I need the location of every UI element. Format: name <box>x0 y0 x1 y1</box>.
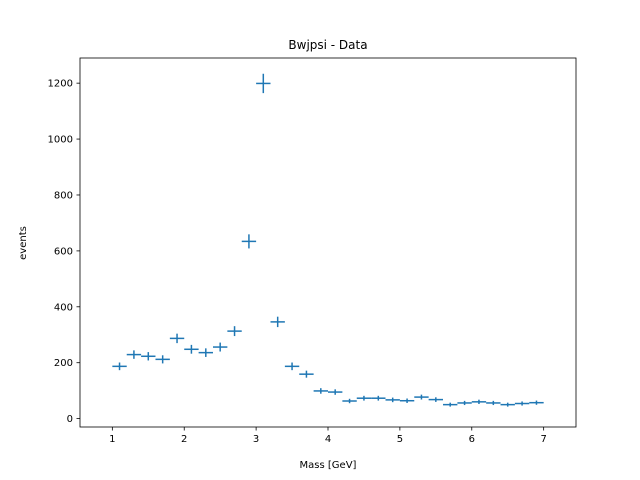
data-point <box>457 400 472 406</box>
y-tick-label: 600 <box>54 246 73 257</box>
data-point <box>471 399 487 405</box>
data-point <box>428 397 444 402</box>
data-point <box>443 402 458 407</box>
x-tick-label: 3 <box>253 434 259 445</box>
x-tick-label: 5 <box>397 434 403 445</box>
data-point <box>399 398 415 403</box>
data-point <box>313 388 328 394</box>
data-point <box>256 73 271 94</box>
data-point <box>227 326 242 337</box>
data-point <box>155 355 170 364</box>
data-point <box>141 352 156 361</box>
x-axis: 1 2 3 4 5 6 7 <box>109 427 547 445</box>
data-series <box>112 73 544 407</box>
data-point <box>169 333 185 344</box>
data-point <box>241 234 257 249</box>
y-tick-label: 1000 <box>48 135 73 146</box>
data-point <box>212 342 228 352</box>
data-point <box>414 394 429 400</box>
data-point <box>529 400 544 405</box>
plot-area <box>79 57 577 428</box>
y-axis: 0 200 400 600 800 1000 1200 <box>48 79 80 425</box>
x-tick-label: 6 <box>469 434 475 445</box>
data-point <box>299 370 314 378</box>
x-tick-label: 1 <box>109 434 115 445</box>
data-point <box>198 348 213 357</box>
y-tick-label: 1200 <box>48 79 73 90</box>
x-tick-label: 7 <box>540 434 546 445</box>
data-point <box>371 395 386 401</box>
data-point <box>514 401 530 406</box>
data-point <box>486 400 501 406</box>
data-point <box>112 362 127 371</box>
data-point <box>126 350 142 359</box>
y-tick-label: 200 <box>54 358 73 369</box>
chart-title: Bwjpsi - Data <box>288 38 367 52</box>
x-tick-label: 2 <box>181 434 187 445</box>
y-axis-label: events <box>18 226 29 260</box>
x-tick-label: 4 <box>325 434 331 445</box>
data-point <box>342 398 357 404</box>
data-point <box>500 402 515 407</box>
y-tick-label: 400 <box>54 302 73 313</box>
x-axis-label: Mass [GeV] <box>300 460 357 471</box>
y-tick-label: 800 <box>54 190 73 201</box>
data-point <box>356 395 372 401</box>
data-point <box>270 316 285 328</box>
data-point <box>385 397 400 403</box>
data-point <box>284 362 300 371</box>
data-point <box>328 389 343 395</box>
y-tick-label: 0 <box>67 414 73 425</box>
data-point <box>184 344 199 354</box>
